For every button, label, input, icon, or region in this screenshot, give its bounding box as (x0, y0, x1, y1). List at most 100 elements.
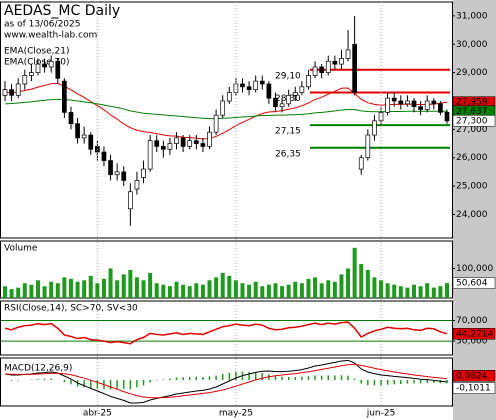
volume-bar (194, 283, 199, 298)
volume-bar (134, 277, 139, 298)
candle-body (273, 97, 278, 108)
y-tick-label: 27,000 (456, 125, 488, 135)
panel-title: RSI(Close,14), SC>70, SV<30 (4, 304, 138, 314)
volume-bar (280, 286, 285, 298)
volume-bar (3, 286, 7, 298)
candle-body (35, 63, 41, 73)
volume-bar (49, 281, 54, 298)
volume-bar (445, 283, 449, 298)
candle-body (299, 86, 305, 93)
candle-body (15, 83, 21, 96)
volume-bar (253, 281, 258, 298)
signal-line (4, 363, 448, 399)
legend-entry: EMA(Close,70) (4, 58, 69, 68)
candle-body (29, 72, 34, 76)
volume-bar (187, 286, 192, 298)
volume-bar (214, 277, 219, 298)
volume-bar (200, 284, 205, 298)
volume-bar (227, 275, 232, 298)
value-box (452, 277, 496, 289)
volume-bar (115, 280, 120, 298)
volume-bar (306, 278, 311, 298)
volume-bar (438, 286, 443, 298)
x-tick-label: jun-25 (366, 409, 396, 419)
candle-body (233, 83, 239, 93)
candle-body (391, 97, 397, 102)
volume-bar (412, 284, 417, 298)
volume-bar (293, 281, 298, 298)
volume-bar (286, 284, 291, 298)
candle-body (365, 134, 371, 159)
candle-body (147, 140, 153, 170)
volume-bar (62, 277, 67, 298)
y-tick-label: 25,000 (456, 182, 488, 192)
volume-bar (95, 283, 100, 298)
level-label: 29,10 (275, 71, 301, 81)
candle-body (286, 94, 292, 105)
volume-bar (161, 284, 166, 298)
rsi-line (4, 321, 448, 345)
volume-bar (9, 289, 14, 298)
value-box-label: 50,604 (456, 279, 488, 289)
legend-entry: EMA(Close,21) (4, 47, 69, 57)
chart-subtitle: as of 13/06/2025 (4, 20, 80, 30)
candle-body (431, 100, 437, 105)
candle-body (213, 114, 219, 133)
candle-body (312, 66, 318, 76)
axis-background (453, 0, 496, 420)
volume-bar (431, 287, 436, 298)
source: www.wealth-lab.com (4, 31, 97, 41)
panel-frame (0, 1, 453, 239)
panel-frame (0, 357, 453, 407)
volume-bar (372, 277, 377, 298)
panel-title: MACD(12,26,9) (4, 364, 72, 374)
volume-bar (128, 269, 133, 298)
candle-body (108, 160, 113, 176)
candle-body (101, 151, 107, 161)
volume-bar (299, 283, 304, 298)
candle-body (444, 111, 450, 122)
volume-bar (233, 280, 238, 298)
macd-line (4, 359, 448, 404)
volume-bar (392, 284, 397, 298)
candle-body (352, 43, 357, 93)
volume-bar (29, 284, 34, 298)
ema-line (4, 82, 448, 140)
volume-bar (121, 274, 126, 298)
candle-body (405, 100, 410, 105)
candle-body (81, 134, 87, 139)
volume-bar (42, 286, 47, 298)
volume-bar (346, 268, 351, 298)
candle-body (259, 80, 265, 85)
y-tick-label: 100,000 (456, 264, 493, 274)
volume-bar (55, 283, 60, 298)
volume-bar (22, 283, 27, 298)
candle-body (9, 89, 14, 96)
candle-body (134, 180, 140, 190)
candle-body (411, 100, 417, 108)
candle-body (253, 80, 259, 90)
candle-body (48, 60, 54, 68)
candle-body (62, 80, 67, 113)
candle-body (174, 137, 179, 144)
candle-body (114, 171, 120, 176)
volume-bar (82, 280, 87, 298)
panel-frame (0, 240, 453, 299)
value-box-label: -0,1011 (456, 384, 491, 394)
candle-body (438, 103, 443, 113)
candle-body (246, 86, 252, 90)
ema-line (4, 98, 448, 120)
candle-body (121, 171, 127, 181)
volume-bar (68, 278, 73, 298)
volume-bar (379, 280, 384, 298)
candle-body (220, 100, 226, 116)
candle-body (127, 191, 133, 210)
volume-bar (154, 283, 159, 298)
candle-body (207, 131, 212, 147)
volume-bar (425, 283, 430, 298)
level-label: 27,15 (275, 127, 301, 137)
volume-bar (16, 287, 21, 298)
candle-body (358, 157, 364, 170)
volume-bar (240, 283, 245, 298)
